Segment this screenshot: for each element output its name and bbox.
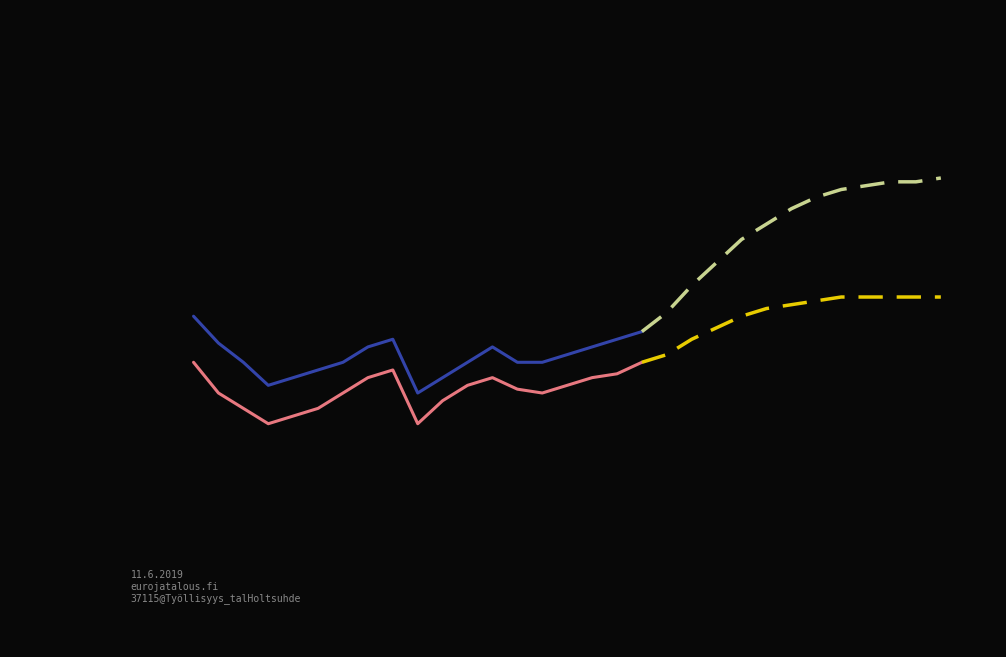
Text: 11.6.2019
eurojatalous.fi
37115@Työllisyys_talHoltsuhde: 11.6.2019 eurojatalous.fi 37115@Työllisy… [131, 570, 301, 604]
